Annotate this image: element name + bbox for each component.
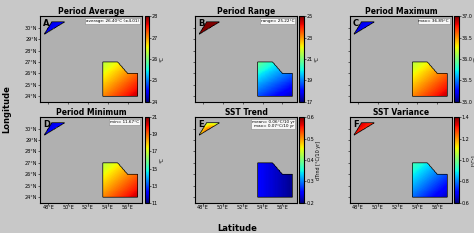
Text: E: E <box>198 120 204 129</box>
Text: B: B <box>198 19 205 28</box>
Text: min= 11.67°C: min= 11.67°C <box>110 120 139 124</box>
Text: D: D <box>43 120 50 129</box>
Title: Period Range: Period Range <box>217 7 275 16</box>
Text: range= 25.22°C: range= 25.22°C <box>261 19 294 23</box>
Text: A: A <box>43 19 50 28</box>
Text: max= 36.89°C: max= 36.89°C <box>419 19 449 23</box>
Title: SST Trend: SST Trend <box>225 108 268 117</box>
Title: Period Maximum: Period Maximum <box>365 7 438 16</box>
Y-axis label: [°C²]: [°C²] <box>471 154 474 166</box>
Y-axis label: °C: °C <box>314 56 319 62</box>
Y-axis label: °C: °C <box>159 157 164 163</box>
Text: Latitude: Latitude <box>217 224 257 233</box>
Text: F: F <box>353 120 359 129</box>
Text: mean= 0.06°C/10 yr
max= 0.07°C/10 yr: mean= 0.06°C/10 yr max= 0.07°C/10 yr <box>252 120 294 128</box>
Text: C: C <box>353 19 359 28</box>
Text: average: 26.40°C (±4.01): average: 26.40°C (±4.01) <box>86 19 139 23</box>
Text: Longitude: Longitude <box>2 86 11 134</box>
Title: Period Minimum: Period Minimum <box>56 108 127 117</box>
Y-axis label: dTrnd [°C/10 yr]: dTrnd [°C/10 yr] <box>316 140 320 179</box>
Title: Period Average: Period Average <box>58 7 125 16</box>
Title: SST Variance: SST Variance <box>373 108 429 117</box>
Y-axis label: °C: °C <box>159 56 164 62</box>
